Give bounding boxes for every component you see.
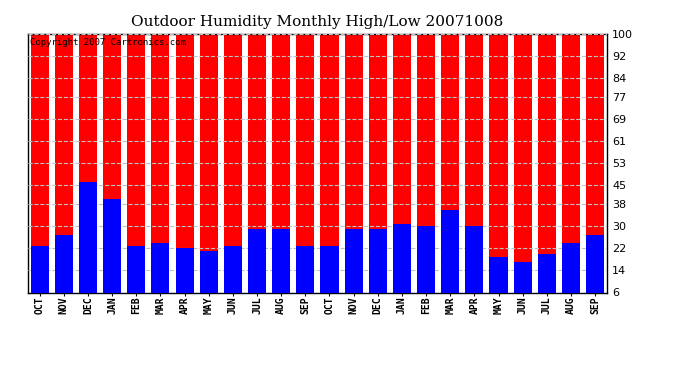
Bar bbox=[272, 229, 290, 309]
Text: Outdoor Humidity Monthly High/Low 20071008: Outdoor Humidity Monthly High/Low 200710… bbox=[131, 15, 504, 29]
Bar bbox=[562, 243, 580, 309]
Bar bbox=[55, 34, 73, 309]
Bar bbox=[368, 229, 387, 309]
Bar bbox=[417, 34, 435, 309]
Bar bbox=[79, 34, 97, 309]
Bar bbox=[103, 34, 121, 309]
Bar bbox=[320, 246, 339, 309]
Bar bbox=[320, 34, 339, 309]
Bar bbox=[489, 257, 508, 309]
Bar bbox=[248, 34, 266, 309]
Bar bbox=[538, 34, 556, 309]
Bar bbox=[344, 229, 363, 309]
Bar bbox=[465, 226, 484, 309]
Text: Copyright 2007 Cartronics.com: Copyright 2007 Cartronics.com bbox=[30, 38, 186, 46]
Bar bbox=[489, 34, 508, 309]
Bar bbox=[393, 224, 411, 309]
Bar bbox=[562, 34, 580, 309]
Bar bbox=[441, 210, 460, 309]
Bar bbox=[175, 34, 194, 309]
Bar bbox=[344, 34, 363, 309]
Bar bbox=[224, 34, 242, 309]
Bar bbox=[393, 34, 411, 309]
Bar bbox=[586, 34, 604, 309]
Bar bbox=[55, 235, 73, 309]
Bar bbox=[199, 34, 218, 309]
Bar bbox=[368, 34, 387, 309]
Bar bbox=[417, 226, 435, 309]
Bar bbox=[441, 34, 460, 309]
Bar bbox=[248, 229, 266, 309]
Bar bbox=[175, 249, 194, 309]
Bar bbox=[272, 34, 290, 309]
Bar bbox=[199, 251, 218, 309]
Bar bbox=[224, 246, 242, 309]
Bar bbox=[127, 246, 146, 309]
Bar bbox=[586, 235, 604, 309]
Bar bbox=[103, 199, 121, 309]
Bar bbox=[296, 246, 315, 309]
Bar bbox=[538, 254, 556, 309]
Bar bbox=[296, 34, 315, 309]
Bar bbox=[30, 34, 49, 309]
Bar bbox=[30, 246, 49, 309]
Bar bbox=[465, 34, 484, 309]
Bar bbox=[127, 34, 146, 309]
Bar bbox=[151, 34, 170, 309]
Bar bbox=[151, 243, 170, 309]
Bar bbox=[79, 182, 97, 309]
Bar bbox=[513, 34, 532, 309]
Bar bbox=[513, 262, 532, 309]
